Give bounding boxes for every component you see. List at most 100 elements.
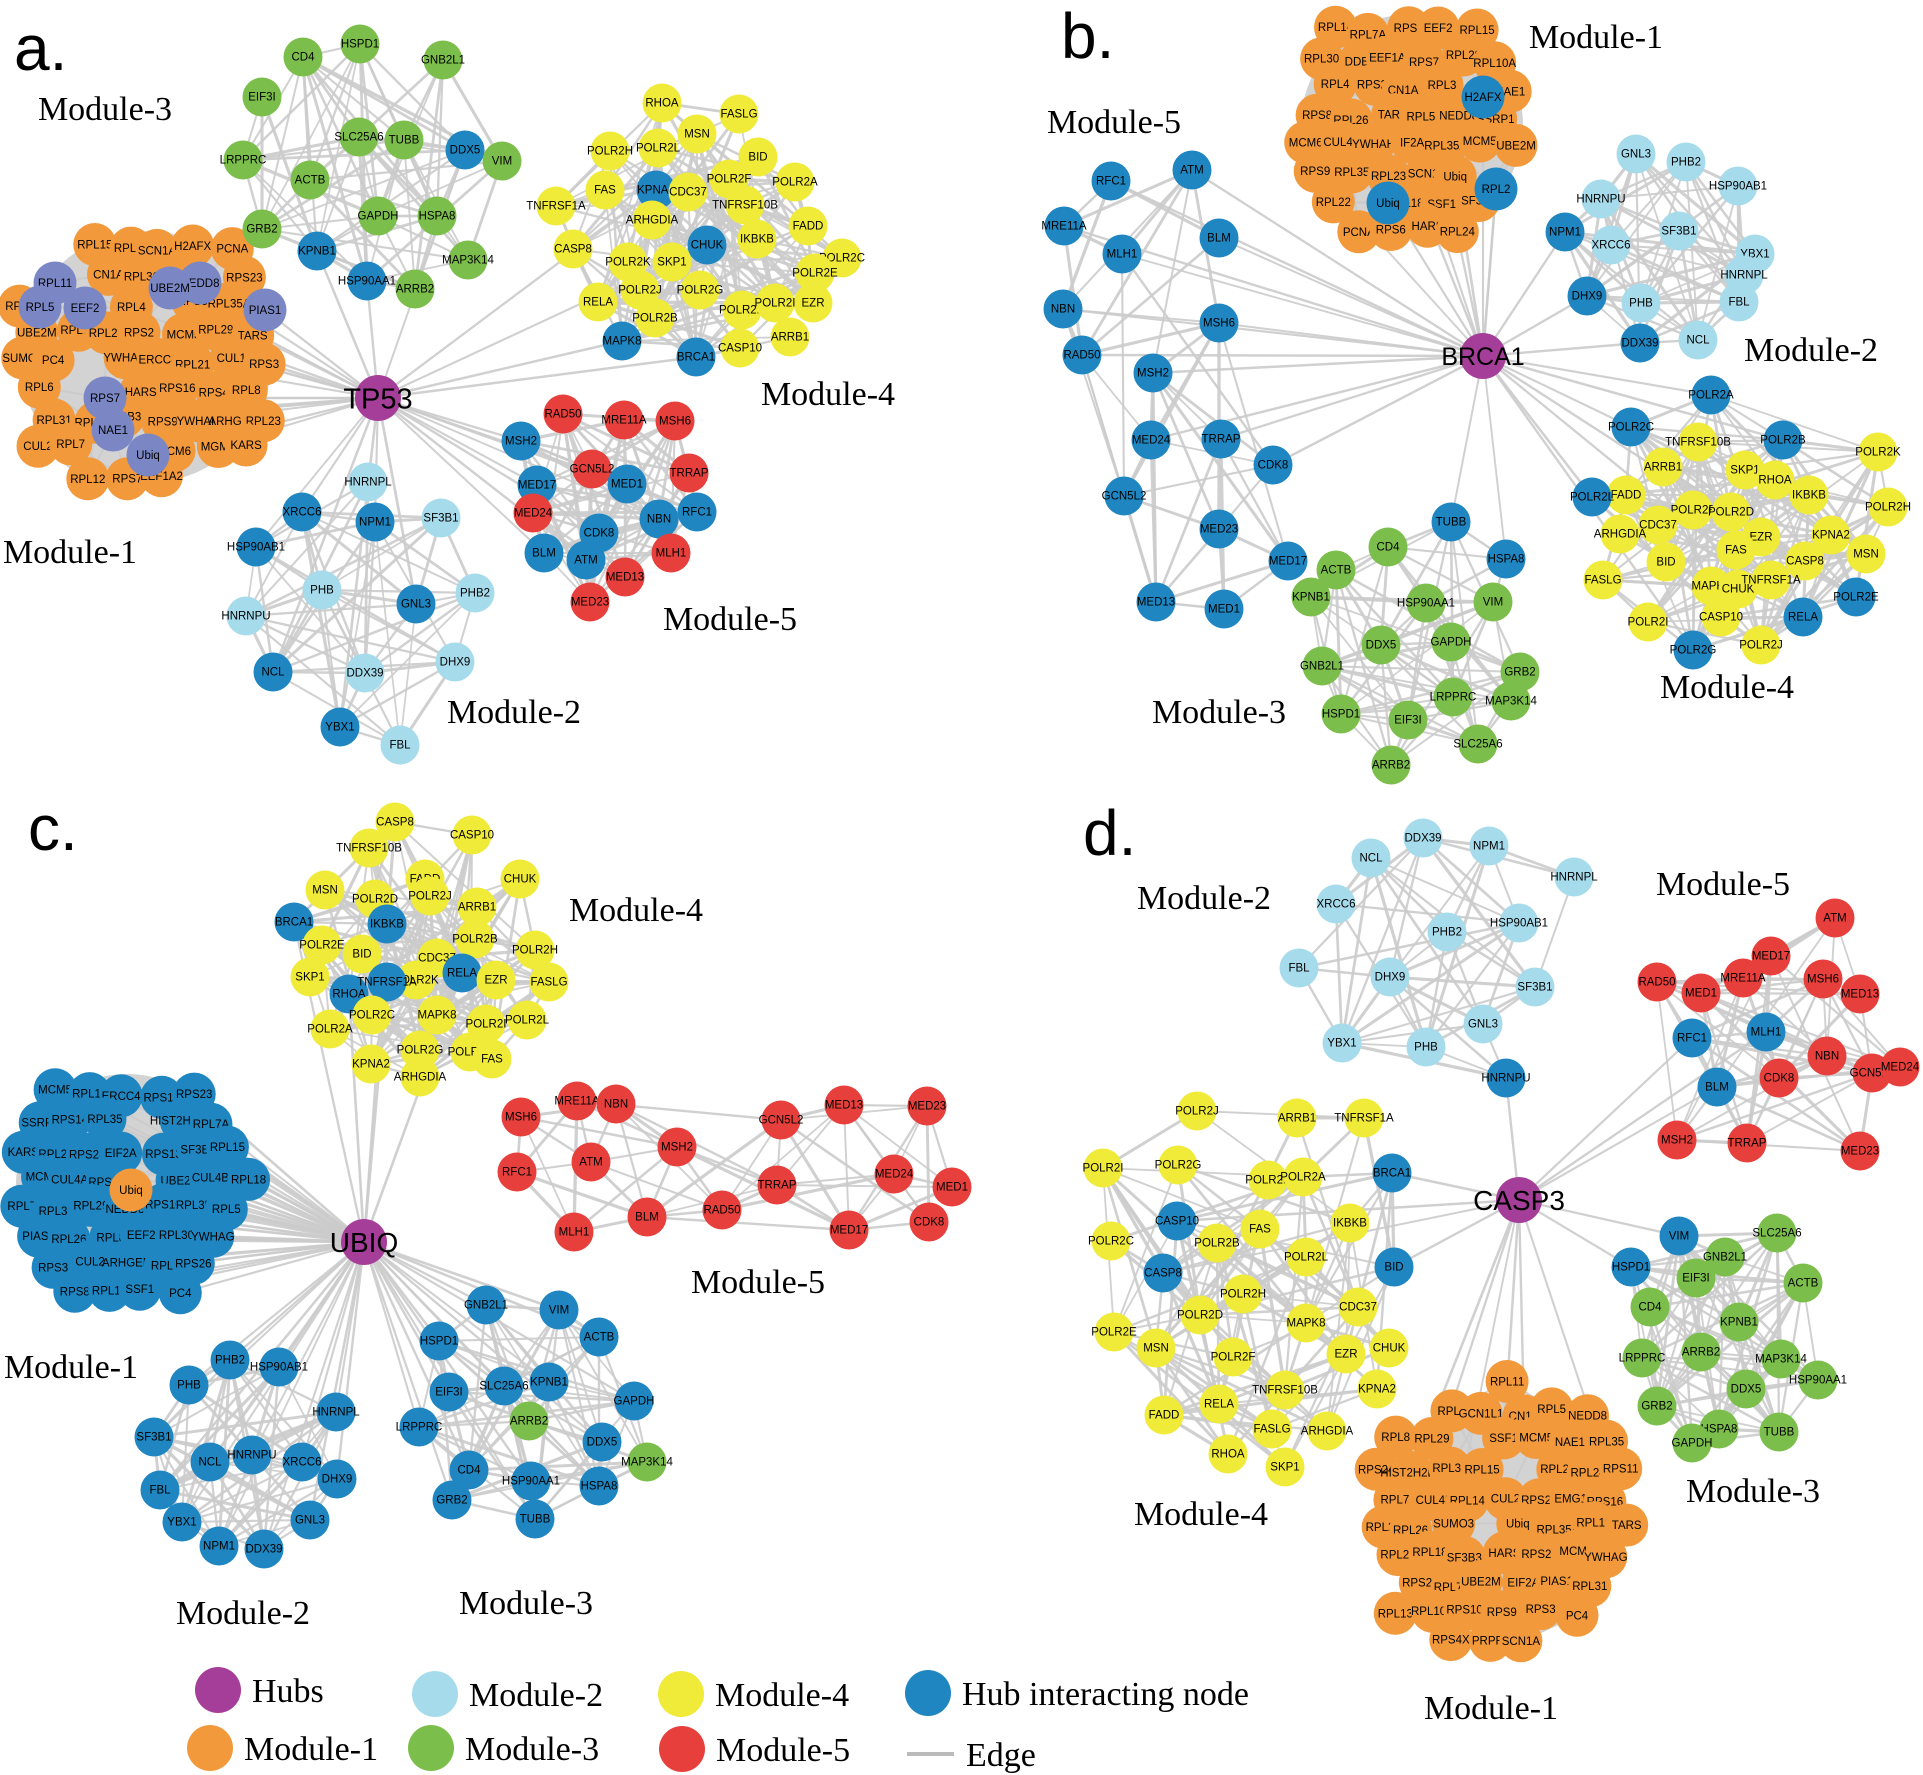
- svg-text:TNFRSF1A: TNFRSF1A: [1741, 575, 1801, 587]
- svg-text:RPL10A: RPL10A: [1473, 58, 1516, 70]
- svg-text:PIAS1: PIAS1: [22, 1231, 55, 1243]
- svg-text:POLR2H: POLR2H: [1865, 502, 1911, 514]
- svg-text:RPL11: RPL11: [1490, 1377, 1524, 1389]
- svg-text:CASP3: CASP3: [1473, 1185, 1565, 1216]
- svg-text:KARS: KARS: [230, 440, 262, 452]
- svg-text:DDX39: DDX39: [245, 1544, 282, 1556]
- svg-text:ARRB2: ARRB2: [1682, 1347, 1720, 1359]
- svg-text:DHX9: DHX9: [322, 1474, 353, 1486]
- svg-text:EIF3I: EIF3I: [435, 1387, 462, 1399]
- svg-text:MED24: MED24: [514, 508, 553, 520]
- svg-text:PCNA: PCNA: [216, 244, 248, 256]
- svg-text:POLR2D: POLR2D: [1177, 1310, 1223, 1322]
- svg-text:NCL: NCL: [1686, 335, 1710, 347]
- svg-text:MSH6: MSH6: [1203, 318, 1235, 330]
- svg-text:SKP1: SKP1: [1730, 465, 1759, 477]
- svg-text:GRB2: GRB2: [246, 224, 277, 236]
- svg-text:MAP3K14: MAP3K14: [442, 255, 494, 267]
- svg-text:HSP90AA1: HSP90AA1: [1397, 598, 1455, 610]
- svg-text:GNL3: GNL3: [1621, 149, 1651, 161]
- svg-text:RPS8: RPS8: [1302, 110, 1332, 122]
- svg-text:HSP90AB1: HSP90AB1: [250, 1362, 308, 1374]
- svg-text:NBN: NBN: [1815, 1051, 1839, 1063]
- svg-text:CN1A: CN1A: [93, 269, 124, 281]
- svg-text:CUL4A: CUL4A: [51, 1174, 88, 1186]
- svg-text:RPL29: RPL29: [198, 324, 233, 336]
- svg-text:HSPA8: HSPA8: [581, 1481, 618, 1493]
- svg-text:POLR2B: POLR2B: [452, 934, 498, 946]
- svg-text:SKP1: SKP1: [295, 972, 324, 984]
- svg-text:UBIQ: UBIQ: [330, 1227, 398, 1258]
- svg-text:RPS10: RPS10: [145, 1200, 181, 1212]
- svg-text:RPS4X: RPS4X: [1432, 1635, 1470, 1647]
- svg-text:BRCA1: BRCA1: [275, 917, 313, 929]
- svg-text:Module-1: Module-1: [1529, 19, 1663, 56]
- svg-text:UBE2M: UBE2M: [150, 283, 190, 295]
- svg-text:IKBKB: IKBKB: [1333, 1218, 1367, 1230]
- svg-text:Module-2: Module-2: [447, 694, 581, 731]
- svg-text:Module-2: Module-2: [1744, 332, 1878, 369]
- svg-text:POLR2D: POLR2D: [719, 305, 765, 317]
- svg-text:KPNA2: KPNA2: [637, 185, 675, 197]
- svg-text:POLR2G: POLR2G: [1670, 645, 1717, 657]
- svg-text:HNRNPL: HNRNPL: [1550, 872, 1598, 884]
- svg-text:c.: c.: [28, 792, 78, 864]
- svg-text:BID: BID: [1384, 1262, 1403, 1274]
- svg-text:LRPPRC: LRPPRC: [1619, 1353, 1666, 1365]
- svg-text:RPL7: RPL7: [1381, 1495, 1410, 1507]
- svg-text:MLH1: MLH1: [656, 548, 687, 560]
- svg-text:POLR2C: POLR2C: [1608, 422, 1654, 434]
- svg-text:POLR2A: POLR2A: [1280, 1172, 1326, 1184]
- svg-text:ARHGEF4: ARHGEF4: [102, 1258, 157, 1270]
- svg-text:XRCC6: XRCC6: [1592, 240, 1631, 252]
- svg-text:RPL30: RPL30: [1304, 54, 1339, 66]
- svg-text:RELA: RELA: [583, 297, 613, 309]
- svg-text:RPS6: RPS6: [1376, 225, 1406, 237]
- svg-text:RPL30: RPL30: [159, 1230, 194, 1242]
- svg-text:CUL2: CUL2: [75, 1257, 104, 1269]
- svg-text:RPL5: RPL5: [1537, 1404, 1566, 1416]
- svg-text:CD4: CD4: [291, 52, 315, 64]
- svg-text:ACTB: ACTB: [295, 175, 326, 187]
- svg-text:RFC1: RFC1: [1677, 1033, 1707, 1045]
- svg-text:POLR2K: POLR2K: [605, 257, 651, 269]
- svg-text:GNL3: GNL3: [295, 1515, 325, 1527]
- svg-text:CHUK: CHUK: [691, 240, 724, 252]
- svg-text:CDK8: CDK8: [1258, 460, 1289, 472]
- svg-text:RPS3: RPS3: [38, 1262, 68, 1274]
- svg-text:SLC25A6: SLC25A6: [479, 1381, 528, 1393]
- svg-text:KPNB1: KPNB1: [1720, 1317, 1758, 1329]
- svg-text:CUL4B: CUL4B: [192, 1172, 229, 1184]
- svg-text:SUMO3: SUMO3: [1433, 1519, 1474, 1531]
- svg-text:RPS13: RPS13: [145, 1149, 181, 1161]
- svg-text:a.: a.: [14, 12, 67, 84]
- svg-text:HARS: HARS: [1488, 1548, 1520, 1560]
- svg-text:EEF2: EEF2: [71, 303, 100, 315]
- svg-text:MSN: MSN: [1853, 549, 1879, 561]
- svg-text:LRPPRC: LRPPRC: [396, 1422, 443, 1434]
- svg-text:RPS11: RPS11: [1603, 1464, 1639, 1476]
- svg-text:CD4: CD4: [1638, 1302, 1662, 1314]
- svg-text:NCL: NCL: [198, 1457, 222, 1469]
- svg-text:GAPDH: GAPDH: [1431, 637, 1472, 649]
- svg-text:MED24: MED24: [875, 1169, 914, 1181]
- svg-text:HSP90AA1: HSP90AA1: [338, 276, 396, 288]
- svg-text:CDC37: CDC37: [669, 187, 707, 199]
- svg-text:RFC1: RFC1: [1096, 176, 1126, 188]
- svg-text:MED23: MED23: [1841, 1146, 1879, 1158]
- svg-text:HARS: HARS: [1412, 221, 1444, 233]
- svg-text:PHB: PHB: [1629, 298, 1653, 310]
- svg-text:FASLG: FASLG: [530, 977, 567, 989]
- svg-text:MED17: MED17: [830, 1225, 868, 1237]
- svg-text:CUL4B: CUL4B: [1323, 137, 1360, 149]
- svg-text:GNB2L1: GNB2L1: [1300, 661, 1344, 673]
- svg-text:RPL22: RPL22: [1316, 197, 1351, 209]
- svg-text:NPM1: NPM1: [1549, 227, 1581, 239]
- svg-text:H2AFX: H2AFX: [174, 241, 211, 253]
- svg-text:DDX5: DDX5: [1731, 1384, 1762, 1396]
- svg-text:Module-1: Module-1: [3, 534, 137, 571]
- svg-text:NPM1: NPM1: [1473, 841, 1505, 853]
- svg-text:POLR2C: POLR2C: [1088, 1236, 1134, 1248]
- svg-text:TARS: TARS: [1612, 1520, 1642, 1532]
- svg-text:PHB2: PHB2: [1671, 157, 1701, 169]
